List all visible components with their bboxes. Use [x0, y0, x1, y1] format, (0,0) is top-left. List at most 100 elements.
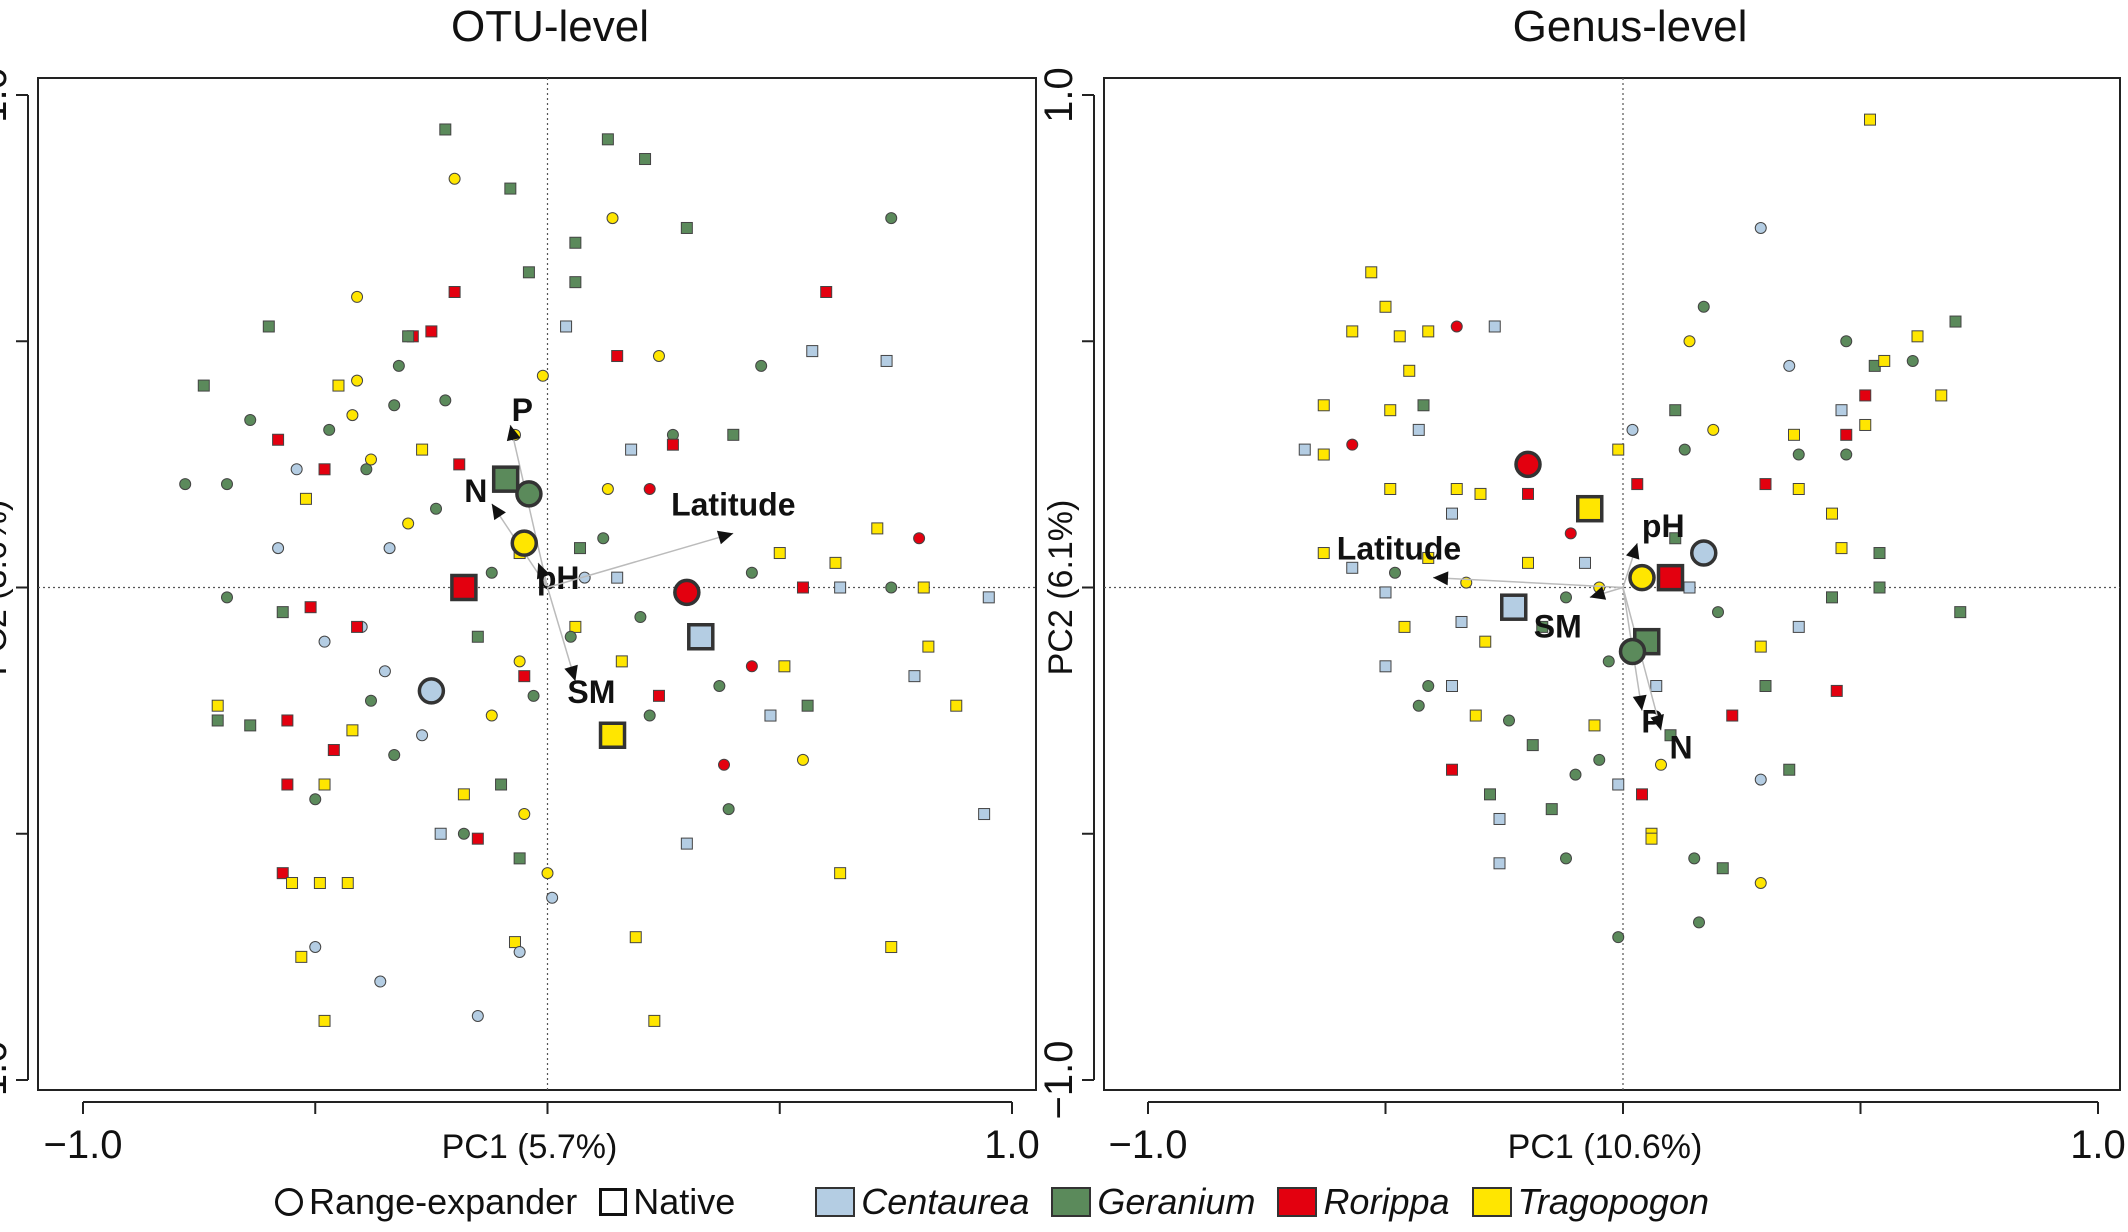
panel-1-point-geranium-circle [745, 566, 758, 579]
panel-1-point-tragopogon-square [950, 699, 963, 712]
panel-2-point-geranium-circle [1602, 655, 1615, 668]
panel-2-point-centaurea-square [1493, 857, 1506, 870]
panel-2-point-geranium-circle [1697, 300, 1710, 313]
panel-1-point-tragopogon-square [569, 620, 582, 633]
panel-2-point-rorippa-circle [1346, 438, 1359, 451]
panel-2-point-geranium-circle [1560, 852, 1572, 865]
panel-2-point-tragopogon-square [1384, 404, 1397, 417]
legend-label-rorippa: Rorippa [1323, 1181, 1450, 1222]
panel-2-x-tick-label-min: −1.0 [1109, 1123, 1188, 1167]
panel-1-centroid-geranium-range-expander [515, 480, 543, 508]
panel-2-y-axis-label: PC2 (6.1%) [1042, 500, 1080, 676]
panel-1-point-tragopogon-square [829, 556, 842, 569]
panel-1-point-rorippa-square [652, 689, 665, 702]
panel-1-point-centaurea-square [834, 581, 847, 594]
panel-1-point-geranium-square [244, 719, 257, 732]
panel-1-point-geranium-circle [634, 611, 647, 624]
legend-item-range-expander: Range-expander [275, 1181, 577, 1223]
panel-1-point-geranium-circle [220, 478, 233, 491]
panel-1-point-centaurea-square [806, 345, 819, 358]
panel-2-point-tragopogon-square [1365, 266, 1378, 279]
panel-1-point-tragopogon-circle [402, 517, 415, 530]
panel-1-point-centaurea-circle [318, 635, 331, 648]
panel-1-point-geranium-square [680, 221, 693, 234]
panel-1-centroid-tragopogon-native [598, 721, 627, 749]
panel-2-point-centaurea-square [1612, 778, 1625, 791]
panel-1-point-centaurea-square [560, 320, 573, 333]
panel-2-y-tick-label-min: −1.0 [1037, 1041, 1081, 1120]
panel-2-point-tragopogon-circle [1683, 335, 1696, 348]
panel-1-point-centaurea-circle [378, 665, 391, 678]
panel-2-vector-p-arrowhead [1632, 694, 1647, 711]
panel-2-point-centaurea-square [1379, 586, 1392, 599]
panel-1-centroid-rorippa-range-expander [673, 578, 701, 607]
panel-1-point-rorippa-square [518, 670, 531, 683]
panel-2-point-centaurea-square [1835, 404, 1848, 417]
panel-2-centroid-centaurea-range-expander [1690, 539, 1718, 567]
panel-1-point-centaurea-circle [416, 729, 429, 742]
panel-2-point-tragopogon-circle [1655, 758, 1667, 771]
panel-2-point-geranium-square [1417, 399, 1430, 412]
panel-1-point-geranium-square [569, 276, 582, 289]
panel-2-point-geranium-square [1669, 532, 1682, 545]
panel-1-vector-latitude-line [547, 532, 734, 589]
panel-2-point-geranium-square [1716, 862, 1729, 875]
panel-2-point-tragopogon-square [1479, 635, 1492, 648]
panel-1-centroid-geranium-native [491, 465, 520, 493]
panel-1-point-tragopogon-square [286, 877, 299, 889]
panel-2-point-geranium-circle [1792, 448, 1805, 461]
panel-2-point-geranium-square [1759, 680, 1772, 692]
panel-2-point-tragopogon-square [1911, 330, 1924, 343]
panel-1-point-geranium-circle [430, 502, 443, 515]
panel-1-y-tick-label-max: 1.0 [0, 67, 15, 123]
panel-1-point-tragopogon-square [318, 1014, 331, 1027]
panel-2-vector-ph-arrowhead [1625, 543, 1640, 560]
panel-2-point-geranium-circle [1693, 916, 1705, 929]
chart-title-genus-level: Genus-level [1512, 2, 1748, 51]
legend-item-geranium: Geranium [1051, 1181, 1255, 1223]
panel-1-point-centaurea-square [434, 827, 447, 840]
panel-2-point-geranium-circle [1560, 591, 1572, 604]
panel-1-point-geranium-square [471, 630, 484, 643]
panel-1-point-centaurea-circle [309, 941, 322, 954]
panel-1-point-geranium-square [569, 236, 582, 249]
panel-2-point-geranium-square [1954, 606, 1967, 619]
panel-2-point-geranium-circle [1422, 680, 1435, 692]
panel-2-point-rorippa-square [1759, 478, 1772, 491]
panel-2-point-centaurea-square [1412, 423, 1425, 436]
panel-1-point-centaurea-circle [374, 975, 387, 988]
panel-2-point-geranium-square [1664, 729, 1677, 742]
panel-2-centroid-tragopogon-range-expander [1628, 563, 1656, 592]
panel-2-point-geranium-circle [1412, 699, 1425, 712]
panel-2-point-tragopogon-square [1864, 113, 1876, 126]
legend-label-native: Native [633, 1181, 736, 1222]
panel-1-point-tragopogon-square [648, 1014, 661, 1027]
legend-item-centaurea: Centaurea [815, 1181, 1029, 1223]
panel-2-point-tragopogon-square [1379, 300, 1392, 313]
panel-1-centroid-tragopogon-range-expander [510, 529, 539, 557]
panel-2-point-tragopogon-square [1859, 418, 1872, 431]
panel-2-point-tragopogon-square [1645, 832, 1658, 845]
panel-1-point-tragopogon-circle [652, 350, 665, 363]
panel-2-x-axis-label: PC1 (10.6%) [1508, 1128, 1703, 1166]
panel-1-point-geranium-circle [597, 532, 610, 545]
panel-2-point-geranium-square [1783, 763, 1796, 776]
legend-item-tragopogon: Tragopogon [1471, 1181, 1709, 1223]
panel-2-point-geranium-square [1949, 315, 1962, 328]
panel-1-point-tragopogon-circle [513, 655, 526, 668]
panel-1-vector-sm-line [546, 587, 577, 682]
panel-1-point-tragopogon-square [313, 877, 326, 889]
panel-1-point-geranium-square [276, 606, 289, 619]
panel-1-point-geranium-circle [722, 803, 735, 816]
panel-1-point-rorippa-circle [913, 532, 926, 545]
panel-2-point-geranium-circle [1593, 753, 1606, 766]
panel-1-point-geranium-circle [485, 566, 498, 579]
panel-1-point-centaurea-square [978, 808, 991, 821]
panel-1-point-geranium-square [211, 714, 224, 727]
panel-2-point-rorippa-square [1631, 478, 1644, 491]
panel-1-point-centaurea-circle [471, 1009, 484, 1022]
panel-2-point-tragopogon-square [1788, 428, 1800, 441]
panel-1-x-tick-label-max: 1.0 [984, 1123, 1040, 1167]
panel-1-vector-ph-arrowhead [536, 562, 551, 580]
panel-1-point-tragopogon-circle [364, 453, 377, 466]
